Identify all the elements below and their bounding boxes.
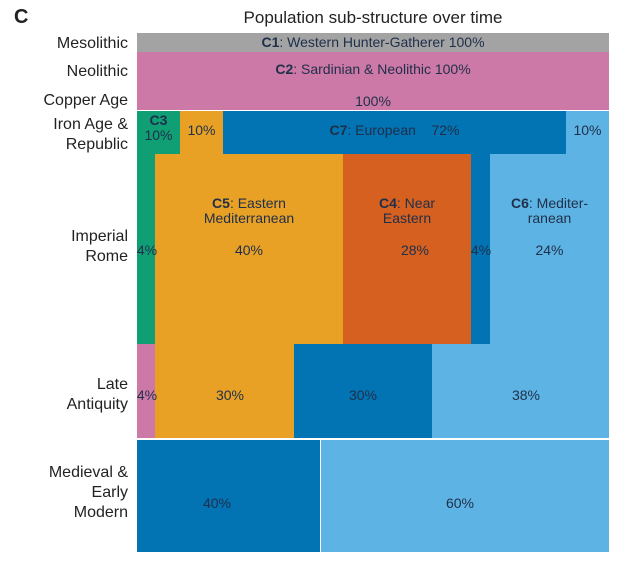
label-c5-late-pct: 30% — [215, 387, 245, 403]
label-c5-iron-pct: 10% — [187, 122, 216, 138]
cluster-name: Mediterranean — [203, 210, 295, 226]
block-c6-medieval — [321, 440, 609, 552]
label-c2-late-pct: 4% — [136, 387, 158, 403]
cluster-code: C1 — [261, 34, 280, 50]
row-label-line: Early — [91, 484, 128, 501]
label-c2: C2: Sardinian & Neolithic 100% — [137, 62, 609, 77]
block-c5-imperial — [155, 154, 343, 344]
block-c3-imperial — [137, 154, 155, 344]
label-c4-imperial: C4: Near Eastern — [343, 196, 471, 226]
row-label-line: Late — [96, 376, 128, 393]
block-c7-late — [294, 344, 432, 438]
row-label-late-antiquity: Late Antiquity — [67, 375, 128, 415]
cluster-name: : Near — [396, 195, 436, 211]
block-c7-medieval — [137, 440, 320, 552]
row-label-line: Medieval & — [48, 464, 128, 481]
label-c7-iron: C7: European 72% — [223, 123, 566, 138]
block-c1-mesolithic — [137, 33, 609, 52]
pct: 72% — [431, 122, 460, 138]
cluster-code: C7 — [329, 122, 348, 138]
row-label-neolithic: Neolithic — [66, 63, 128, 80]
block-c2-neolithic-copper — [137, 52, 609, 110]
block-c6-iron-age — [566, 111, 609, 154]
cluster-code: C2 — [275, 61, 294, 77]
figure-title: Population sub-structure over time — [243, 8, 503, 27]
label-c7-medieval-pct: 40% — [202, 495, 232, 511]
block-c5-iron-age — [180, 111, 223, 154]
pct: 10% — [144, 127, 173, 143]
row-label-line: Rome — [85, 248, 128, 265]
cluster-name: : Mediter- — [528, 195, 589, 211]
row-label-copper-age: Copper Age — [43, 92, 128, 109]
label-c3-iron: C3 10% — [137, 113, 180, 143]
block-c4-imperial — [343, 154, 471, 344]
row-label-line: Republic — [65, 136, 128, 153]
label-c6-imperial: C6: Mediter-ranean — [490, 196, 609, 226]
label-c6-medieval-pct: 60% — [445, 495, 475, 511]
block-c5-late — [155, 344, 294, 438]
cluster-code: C4 — [378, 195, 397, 211]
label-c6-late-pct: 38% — [511, 387, 541, 403]
block-c6-late — [432, 344, 609, 438]
cluster-name: ranean — [527, 210, 572, 226]
label-c5-imperial: C5: Eastern Mediterranean — [155, 196, 343, 226]
block-c2-late — [137, 344, 155, 438]
cluster-name: : Sardinian & Neolithic 100% — [293, 61, 471, 77]
block-c7-iron-age — [223, 111, 566, 154]
cluster-code: C5 — [212, 195, 230, 211]
label-c6-imperial-pct: 24% — [535, 242, 564, 258]
row-label-mesolithic: Mesolithic — [56, 35, 128, 52]
label-c7-imperial-pct: 4% — [470, 242, 492, 258]
cluster-name: : Eastern — [229, 195, 286, 211]
label-c1: C1: Western Hunter-Gatherer 100% — [137, 35, 609, 50]
row-label-line: Modern — [73, 504, 128, 521]
label-c6-iron-pct: 10% — [573, 122, 602, 138]
row-label-line: Antiquity — [66, 396, 128, 413]
label-c5-imperial-pct: 40% — [234, 242, 264, 258]
cluster-code: C6 — [510, 195, 529, 211]
block-c6-imperial — [490, 154, 609, 344]
row-label-imperial-rome: Imperial Rome — [71, 227, 128, 267]
cluster-name: : Western Hunter-Gatherer 100% — [279, 34, 485, 50]
panel-letter: C — [14, 6, 29, 28]
label-c2-copper-pct: 100% — [355, 93, 391, 109]
cluster-code: C3 — [149, 112, 168, 128]
label-c7-late-pct: 30% — [348, 387, 378, 403]
label-c4-imperial-pct: 28% — [400, 242, 430, 258]
row-label-line: Imperial — [71, 228, 128, 245]
block-c7-imperial — [471, 154, 490, 344]
cluster-name: Eastern — [382, 210, 432, 226]
row-label-medieval: Medieval & Early Modern — [49, 463, 128, 523]
row-label-line: Iron Age & — [53, 116, 128, 133]
cluster-name: : European — [347, 122, 416, 138]
block-c3-iron-age — [137, 111, 180, 154]
label-c3-imperial-pct: 4% — [136, 242, 158, 258]
row-label-iron-age: Iron Age & Republic — [53, 115, 128, 155]
